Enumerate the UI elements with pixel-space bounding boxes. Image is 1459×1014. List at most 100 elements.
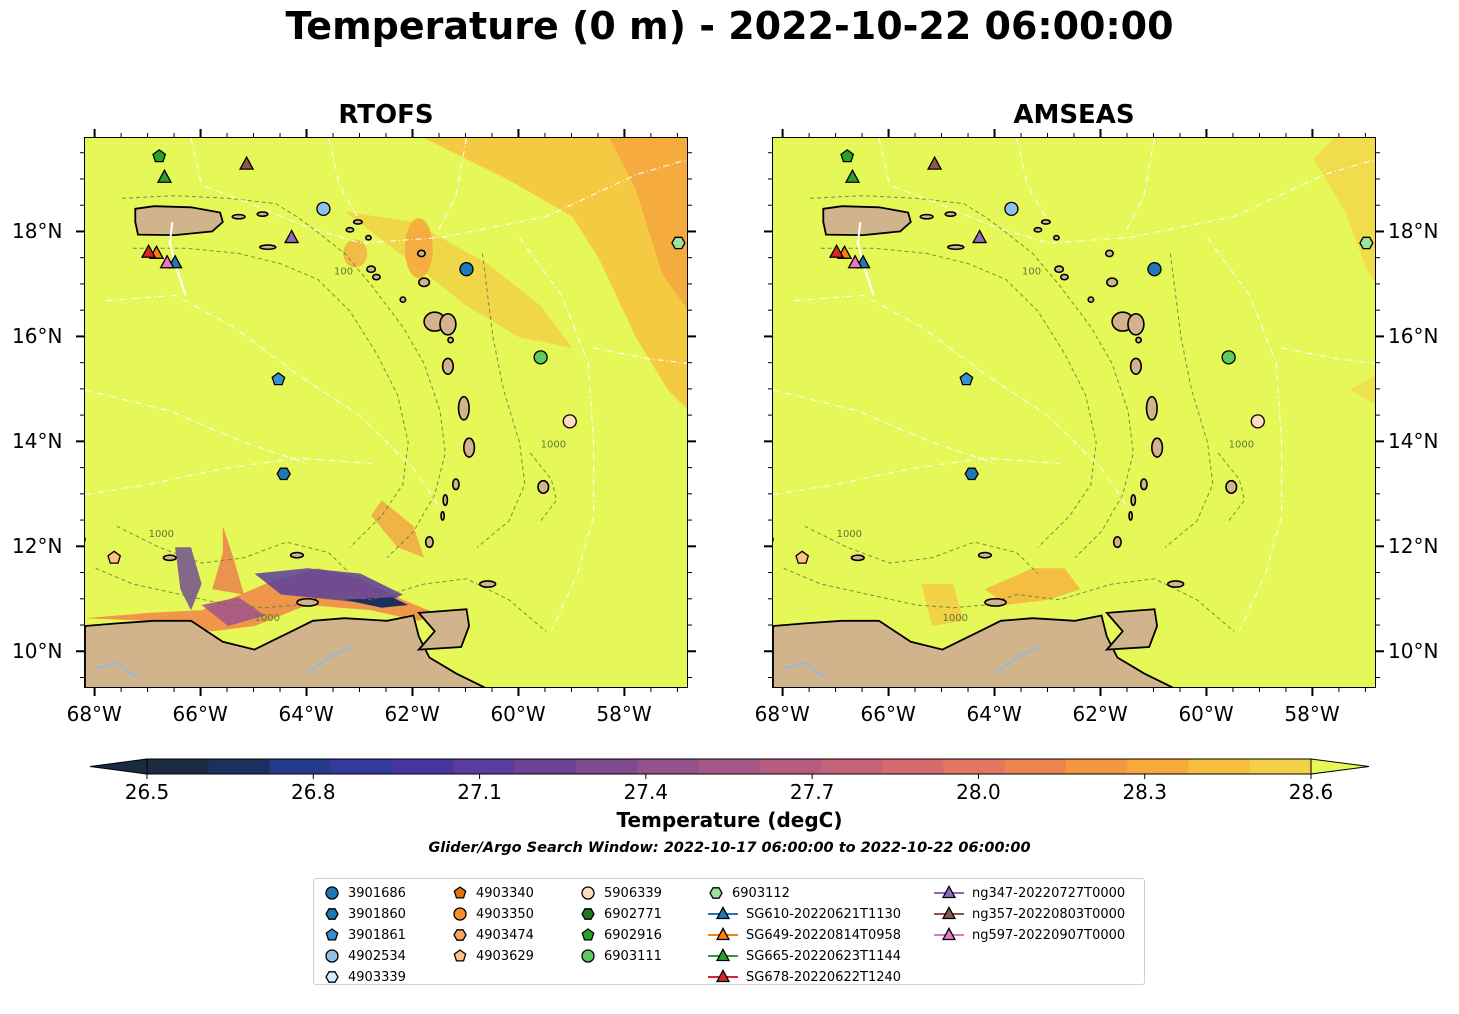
legend-marker-hexagon-icon (325, 971, 339, 983)
glider-track (856, 221, 875, 296)
legend-item: 6902771 (580, 904, 662, 924)
map-rtofs[interactable]: 100 1000 1000 1000 (84, 137, 688, 688)
contour-labels: 100 1000 1000 1000 (837, 266, 1255, 623)
marker-ng597-20220907T0000 (847, 254, 863, 269)
marker-3901686 (459, 262, 474, 277)
land (85, 205, 550, 687)
legend-item: ng597-20220907T0000 (934, 925, 1125, 945)
svg-text:1000: 1000 (541, 440, 566, 451)
marker-SG678-20220622T1240 (140, 243, 157, 258)
legend-symbol (715, 927, 731, 941)
legend-item: 3901861 (324, 925, 406, 945)
marker-3901861 (959, 372, 974, 386)
legend-item: 4903474 (452, 925, 534, 945)
svg-text:1000: 1000 (837, 529, 862, 540)
legend-label: 6902916 (604, 927, 662, 943)
svg-text:1000: 1000 (943, 613, 968, 624)
figure-title: Temperature (0 m) - 2022-10-22 06:00:00 (285, 4, 1174, 48)
contour-labels: 100 1000 1000 1000 (149, 266, 567, 623)
y-tick-label: 12°N (1388, 534, 1439, 559)
colorbar-tick-label: 26.5 (124, 780, 170, 804)
marker-SG678-20220622T1240 (828, 243, 845, 258)
legend-symbol (715, 969, 731, 983)
marker-ng597-20220907T0000 (159, 254, 175, 269)
land (773, 205, 1238, 687)
marker-6903111 (1221, 350, 1236, 365)
marker-4903629 (107, 550, 122, 564)
legend-symbol (453, 886, 467, 899)
x-tick-label: 60°W (1178, 702, 1234, 726)
legend-marker-triangle-icon (708, 969, 738, 983)
legend-item: 4903340 (452, 883, 534, 903)
legend-label: ng347-20220727T0000 (972, 885, 1126, 901)
svg-text:1000: 1000 (1229, 440, 1254, 451)
legend-item: SG678-20220622T1240 (708, 967, 901, 987)
legend-item: ng357-20220803T0000 (934, 904, 1125, 924)
x-tick-label: 64°W (278, 702, 334, 726)
y-tick-label: 14°N (12, 429, 63, 454)
x-tick-label: 64°W (966, 702, 1022, 726)
legend-marker-hexagon-icon (709, 887, 723, 899)
legend-marker-hexagon-icon (453, 929, 467, 941)
marker-SG665-20220623T1144 (844, 168, 861, 183)
legend-label: ng597-20220907T0000 (972, 927, 1126, 943)
marker-3901686 (1147, 262, 1162, 277)
rivers (783, 646, 1039, 680)
legend-item: SG649-20220814T0958 (708, 925, 901, 945)
legend-symbol (325, 908, 339, 920)
y-tick-label: 18°N (1388, 219, 1439, 244)
x-tick-label: 66°W (860, 702, 916, 726)
marker-SG665-20220623T1144 (156, 168, 173, 183)
observation-markers (107, 149, 686, 564)
legend-marker-circle-icon (581, 949, 595, 963)
legend-symbol (325, 949, 339, 963)
legend-marker-pentagon-icon (453, 949, 467, 962)
marker-6903112 (671, 236, 686, 250)
legend-label: 4903350 (476, 906, 534, 922)
legend-marker-pentagon-icon (581, 928, 595, 941)
legend-marker-triangle-icon (708, 927, 738, 941)
x-tick-label: 62°W (384, 702, 440, 726)
marker-ng357-20220803T0000 (927, 155, 943, 170)
marker-3901860 (964, 467, 979, 481)
legend-item: 6903112 (708, 883, 790, 903)
legend-label: 4903474 (476, 927, 534, 943)
legend-label: 6903111 (604, 948, 662, 964)
legend-marker-circle-icon (325, 949, 339, 963)
map-amseas-canvas: 100 1000 1000 1000 (773, 138, 1375, 687)
legend-item: 6902916 (580, 925, 662, 945)
map-rtofs-canvas: 100 1000 1000 1000 (85, 138, 687, 687)
marker-ng357-20220803T0000 (239, 155, 255, 170)
legend-symbol (453, 949, 467, 962)
marker-6902916 (152, 149, 167, 163)
x-tick-label: 62°W (1072, 702, 1128, 726)
bathymetry-contours (783, 195, 1246, 632)
legend-symbol (581, 949, 595, 963)
rivers (95, 646, 351, 680)
y-tick-label: 16°N (1388, 324, 1439, 349)
legend-symbol (325, 886, 339, 900)
colorbar-tick-label: 28.3 (1122, 780, 1167, 804)
x-tick-label: 58°W (596, 702, 652, 726)
x-tick-label: 58°W (1284, 702, 1340, 726)
marker-4902534 (316, 201, 331, 216)
marker-6903112 (1359, 236, 1374, 250)
legend: 3901686 3901860 3901861 4902534 4903339 49033… (313, 878, 1145, 985)
legend-symbol (715, 948, 731, 962)
legend-item: 5906339 (580, 883, 662, 903)
map-amseas[interactable]: 100 1000 1000 1000 (772, 137, 1376, 688)
legend-label: 3901860 (348, 906, 406, 922)
legend-label: SG678-20220622T1240 (746, 969, 902, 985)
legend-label: 4902534 (348, 948, 406, 964)
panel-title-rtofs: RTOFS (338, 100, 434, 130)
marker-4902534 (1004, 201, 1019, 216)
legend-item: 4902534 (324, 946, 406, 966)
legend-label: 4903339 (348, 969, 406, 985)
legend-label: 4903340 (476, 885, 534, 901)
legend-label: 6902771 (604, 906, 662, 922)
eez-boundaries (773, 138, 1375, 632)
legend-label: SG610-20220621T1130 (746, 906, 902, 922)
legend-label: 4903629 (476, 948, 534, 964)
colorbar-tick-label: 26.8 (291, 780, 336, 804)
legend-symbol (941, 885, 957, 899)
